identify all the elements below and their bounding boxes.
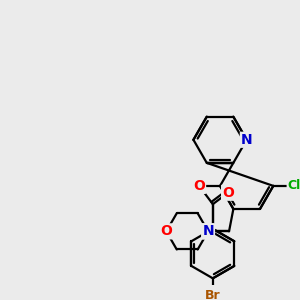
Text: O: O	[222, 186, 234, 200]
Text: Br: Br	[205, 289, 220, 300]
Text: O: O	[160, 224, 172, 239]
Text: O: O	[193, 179, 205, 193]
Text: N: N	[202, 224, 214, 239]
Text: Cl: Cl	[288, 179, 300, 192]
Text: N: N	[202, 224, 214, 239]
Text: N: N	[241, 133, 253, 147]
